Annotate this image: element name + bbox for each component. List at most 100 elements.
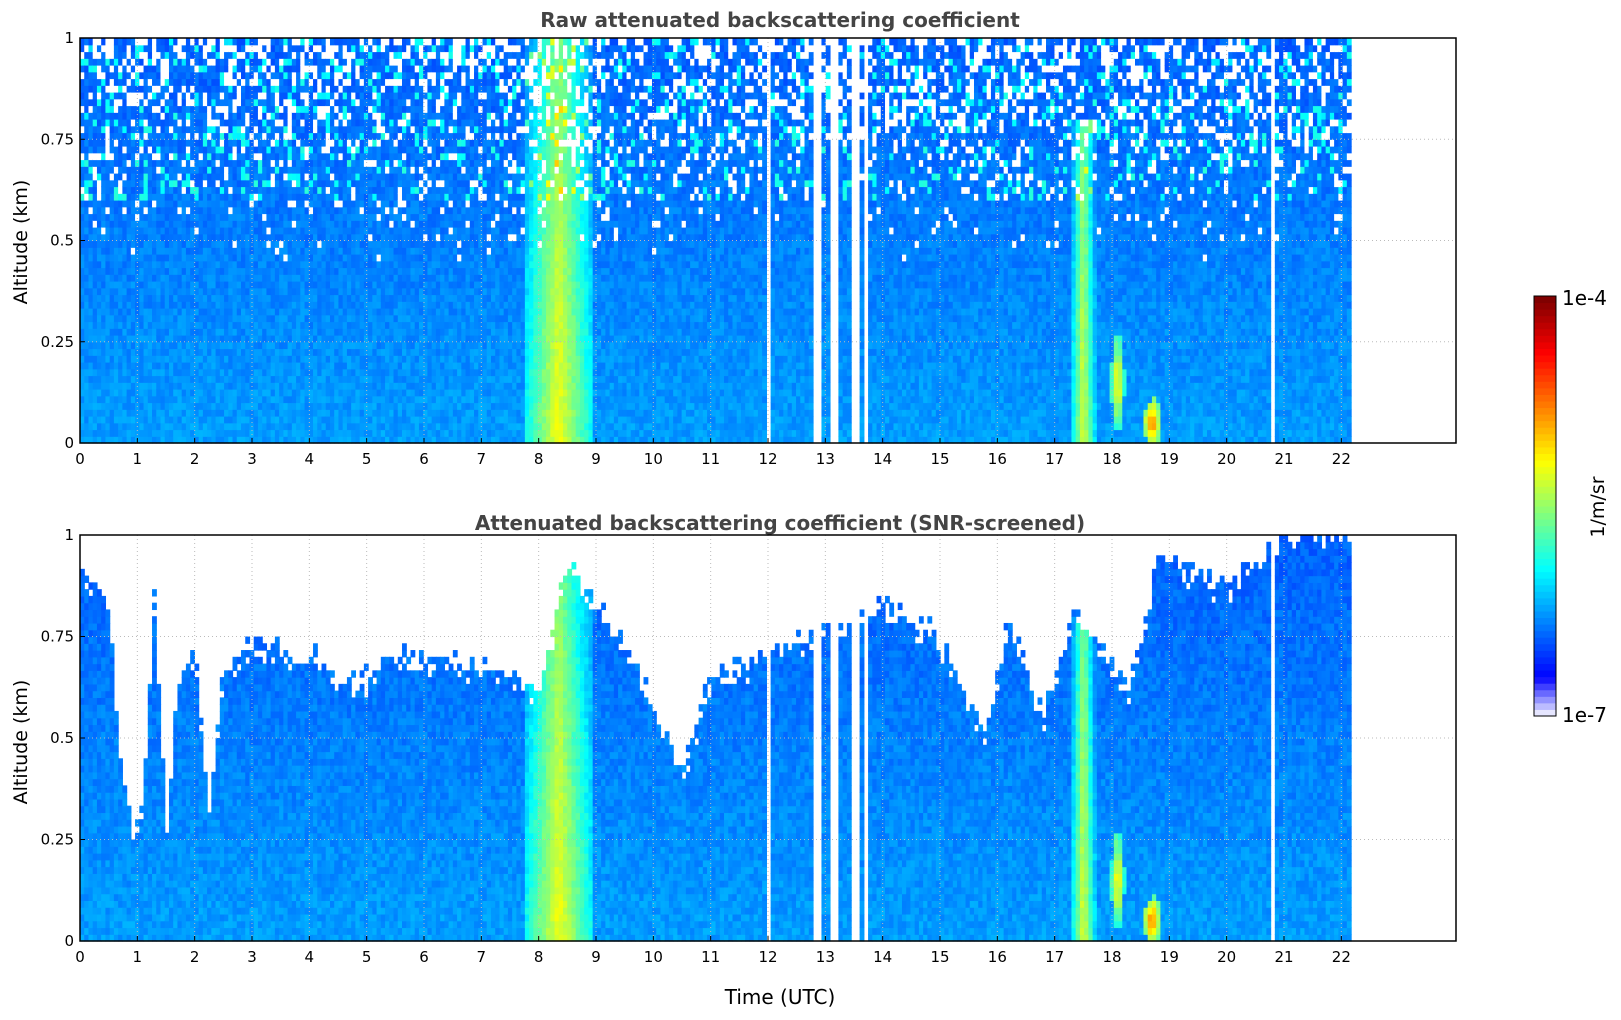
heatmap-cell [241, 295, 246, 302]
heatmap-cell [139, 207, 144, 214]
heatmap-cell [343, 403, 348, 410]
heatmap-cell [224, 193, 229, 200]
heatmap-cell [283, 65, 288, 72]
heatmap-cell [254, 58, 259, 65]
heatmap-cell [402, 173, 407, 180]
heatmap-cell [385, 281, 390, 288]
heatmap-cell [182, 382, 187, 389]
heatmap-cell [199, 85, 204, 92]
heatmap-cell [97, 254, 102, 261]
heatmap-cell [127, 85, 132, 92]
heatmap-cell [194, 362, 199, 369]
heatmap-cell [330, 214, 335, 221]
heatmap-cell [313, 106, 318, 113]
heatmap-cell [394, 261, 399, 268]
heatmap-cell [360, 328, 365, 335]
heatmap-cell [351, 362, 356, 369]
heatmap-cell [245, 268, 250, 275]
heatmap-cell [97, 261, 102, 268]
heatmap-cell [271, 45, 276, 52]
heatmap-cell [330, 328, 335, 335]
heatmap-cell [110, 288, 115, 295]
heatmap-cell [279, 92, 284, 99]
heatmap-cell [156, 322, 161, 329]
heatmap-cell [300, 355, 305, 362]
heatmap-cell [249, 362, 254, 369]
heatmap-cell [220, 193, 225, 200]
heatmap-cell [156, 308, 161, 315]
heatmap-cell [343, 261, 348, 268]
heatmap-cell [203, 254, 208, 261]
heatmap-cell [203, 72, 208, 79]
heatmap-cell [254, 301, 259, 308]
heatmap-cell [389, 99, 394, 106]
heatmap-cell [127, 193, 132, 200]
heatmap-cell [207, 430, 212, 437]
heatmap-cell [148, 200, 153, 207]
heatmap-cell [216, 146, 221, 153]
heatmap-cell [347, 382, 352, 389]
heatmap-cell [93, 220, 98, 227]
heatmap-cell [237, 328, 242, 335]
heatmap-cell [245, 45, 250, 52]
heatmap-cell [360, 268, 365, 275]
heatmap-cell [254, 72, 259, 79]
heatmap-cell [334, 308, 339, 315]
heatmap-cell [347, 308, 352, 315]
heatmap-cell [262, 281, 267, 288]
heatmap-cell [203, 349, 208, 356]
heatmap-cell [165, 65, 170, 72]
heatmap-cell [105, 301, 110, 308]
heatmap-cell [266, 376, 271, 383]
heatmap-cell [211, 153, 216, 160]
heatmap-cell [288, 38, 293, 45]
heatmap-cell [207, 301, 212, 308]
heatmap-cell [211, 288, 216, 295]
heatmap-cell [334, 362, 339, 369]
heatmap-cell [262, 119, 267, 126]
heatmap-cell [389, 322, 394, 329]
heatmap-cell [101, 308, 106, 315]
heatmap-cell [118, 281, 123, 288]
heatmap-cell [338, 295, 343, 302]
heatmap-cell [258, 58, 263, 65]
heatmap-cell [169, 308, 174, 315]
heatmap-cell [292, 268, 297, 275]
heatmap-cell [97, 180, 102, 187]
heatmap-cell [114, 180, 119, 187]
heatmap-cell [343, 328, 348, 335]
heatmap-cell [93, 315, 98, 322]
heatmap-cell [317, 274, 322, 281]
heatmap-cell [317, 335, 322, 342]
heatmap-cell [97, 200, 102, 207]
heatmap-cell [279, 180, 284, 187]
heatmap-cell [343, 139, 348, 146]
heatmap-cell [131, 52, 136, 59]
heatmap-cell [131, 241, 136, 248]
heatmap-cell [97, 160, 102, 167]
heatmap-cell [186, 38, 191, 45]
heatmap-cell [127, 376, 132, 383]
heatmap-cell [131, 180, 136, 187]
heatmap-cell [186, 227, 191, 234]
heatmap-cell [381, 79, 386, 86]
heatmap-cell [381, 409, 386, 416]
heatmap-cell [194, 160, 199, 167]
heatmap-cell [114, 349, 119, 356]
heatmap-cell [216, 288, 221, 295]
heatmap-cell [288, 72, 293, 79]
heatmap-cell [190, 72, 195, 79]
heatmap-cell [199, 396, 204, 403]
heatmap-cell [177, 119, 182, 126]
heatmap-cell [118, 119, 123, 126]
heatmap-cell [326, 187, 331, 194]
heatmap-cell [118, 65, 123, 72]
heatmap-cell [351, 254, 356, 261]
heatmap-cell [237, 220, 242, 227]
heatmap-cell [402, 79, 407, 86]
heatmap-cell [360, 349, 365, 356]
heatmap-cell [360, 79, 365, 86]
heatmap-cell [84, 119, 89, 126]
heatmap-cell [224, 112, 229, 119]
heatmap-cell [334, 146, 339, 153]
